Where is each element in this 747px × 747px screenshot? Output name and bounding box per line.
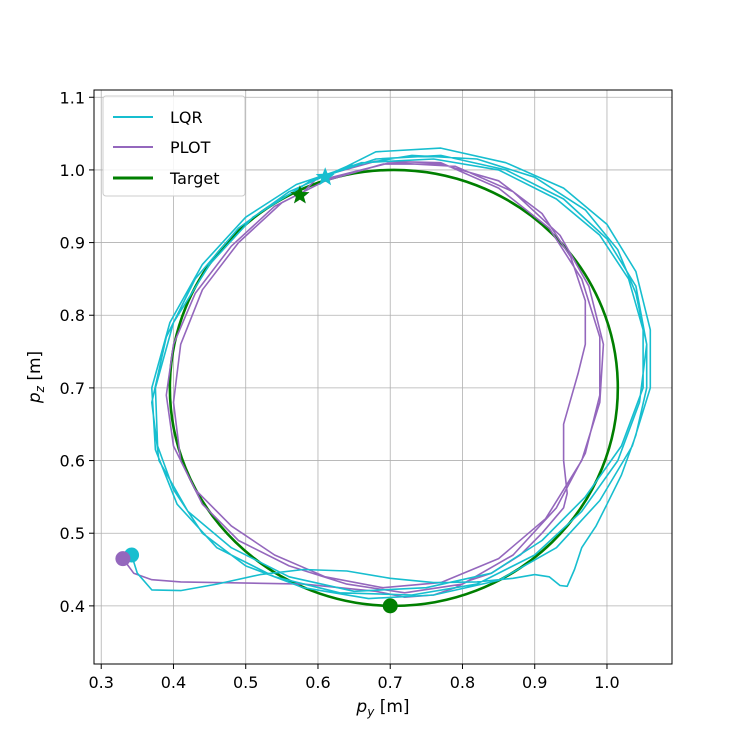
y-tick-label: 0.9 bbox=[60, 234, 85, 253]
series-lqr-line bbox=[130, 147, 652, 600]
x-tick-label: 0.6 bbox=[305, 673, 330, 692]
y-tick-label: 0.6 bbox=[60, 452, 85, 471]
series-layer bbox=[115, 147, 652, 614]
x-tick-label: 0.7 bbox=[377, 673, 402, 692]
x-tick-label: 0.8 bbox=[450, 673, 475, 692]
series-plot-line bbox=[122, 160, 605, 598]
series-lqr-end-marker bbox=[315, 167, 335, 186]
y-tick-label: 0.4 bbox=[60, 597, 85, 616]
x-tick-label: 0.9 bbox=[522, 673, 547, 692]
y-tick-label: 1.1 bbox=[60, 88, 85, 107]
legend: LQR PLOT Target bbox=[102, 95, 246, 197]
y-tick-label: 0.8 bbox=[60, 306, 85, 325]
series-plot-start-marker bbox=[115, 551, 131, 567]
series-target-start-marker bbox=[382, 598, 398, 614]
x-tick-label: 0.4 bbox=[161, 673, 186, 692]
ticks: 0.3 0.4 0.5 0.6 0.7 0.8 0.9 1.0 0.4 0.5 0.6 0.7 0.8 0… bbox=[60, 88, 620, 692]
y-tick-label: 1.0 bbox=[60, 161, 85, 180]
legend-label-target: Target bbox=[169, 169, 220, 188]
x-axis-label: py [m] bbox=[355, 697, 409, 719]
y-tick-label: 0.7 bbox=[60, 379, 85, 398]
plot-frame bbox=[93, 89, 673, 665]
legend-box bbox=[102, 95, 246, 197]
x-tick-label: 0.3 bbox=[88, 673, 113, 692]
y-axis-label: pz [m] bbox=[25, 351, 47, 404]
legend-label-lqr: LQR bbox=[170, 108, 203, 127]
x-tick-label: 0.5 bbox=[233, 673, 258, 692]
series-target-end-marker bbox=[290, 185, 310, 204]
y-tick-label: 0.5 bbox=[60, 524, 85, 543]
x-tick-label: 1.0 bbox=[594, 673, 619, 692]
legend-label-plot: PLOT bbox=[170, 138, 211, 157]
